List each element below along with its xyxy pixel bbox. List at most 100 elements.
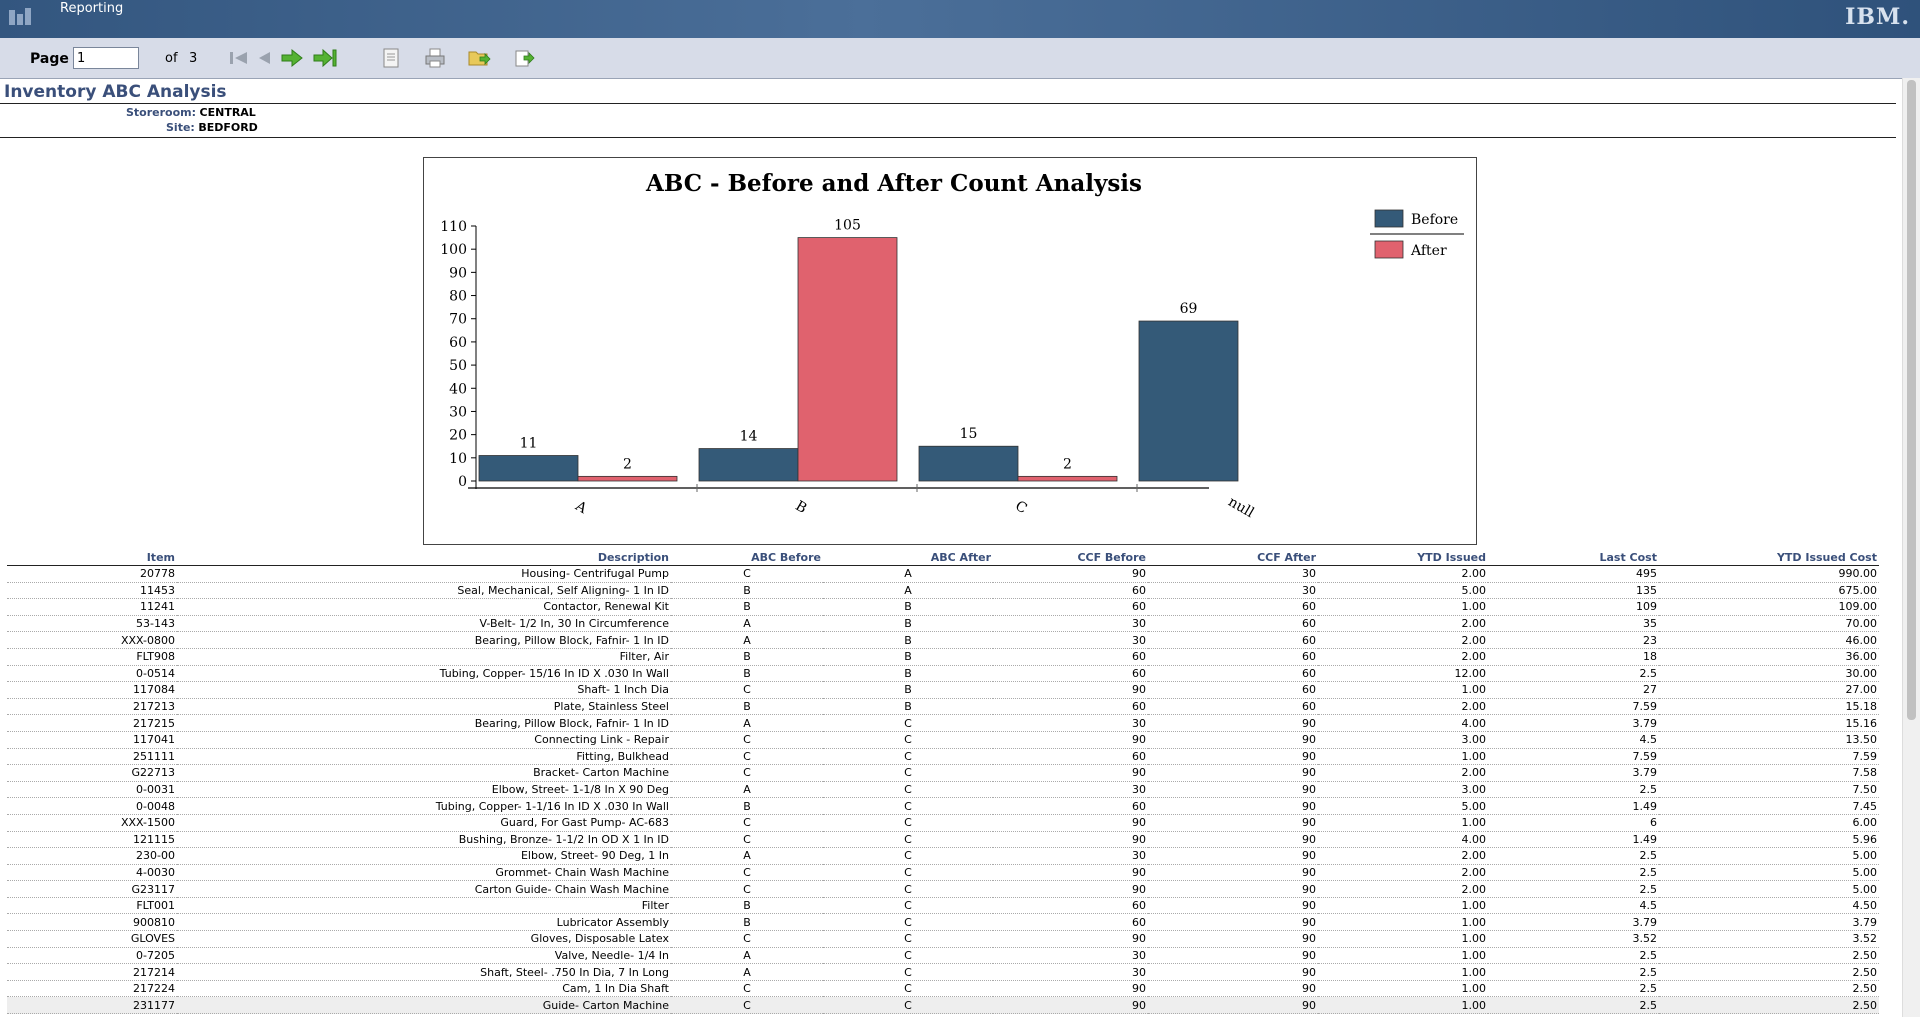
column-header-ccf-before: CCF Before (993, 549, 1148, 566)
description-cell: Elbow, Street- 90 Deg, 1 In (177, 847, 671, 865)
y-tick-label: 50 (449, 358, 467, 374)
table-row: GLOVES Gloves, Disposable Latex C C 90 90 1.00… (7, 930, 1879, 948)
report-toolbar: Page of 3 (0, 38, 1920, 79)
abc-before-cell: A (671, 615, 823, 633)
item-cell: 20778 (7, 565, 177, 583)
item-cell: 0-0048 (7, 797, 177, 815)
last-cost-cell: 2.5 (1488, 781, 1659, 799)
ytd-issued-cost-cell: 15.18 (1659, 698, 1879, 716)
table-row: G23117 Carton Guide- Chain Wash Machine C C… (7, 880, 1879, 898)
table-row: FLT001 Filter B C 60 90 1.00 4.5 4.50 (7, 897, 1879, 915)
abc-before-cell: B (671, 698, 823, 716)
last-cost-cell: 3.79 (1488, 714, 1659, 732)
y-tick-label: 10 (449, 451, 467, 467)
ytd-issued-cell: 2.00 (1318, 648, 1488, 666)
last-cost-cell: 135 (1488, 582, 1659, 600)
export-icon (468, 51, 491, 66)
ccf-after-cell: 30 (1148, 565, 1318, 583)
ccf-after-cell: 60 (1148, 648, 1318, 666)
last-cost-cell: 2.5 (1488, 880, 1659, 898)
ytd-issued-cell: 4.00 (1318, 714, 1488, 732)
inventory-table: Item Description ABC Before ABC After CCF Be… (7, 549, 1879, 1015)
site-row: Site: BEDFORD (166, 121, 258, 134)
last-cost-cell: 18 (1488, 648, 1659, 666)
last-cost-cell: 7.59 (1488, 698, 1659, 716)
bar-before-null (1138, 320, 1239, 482)
abc-before-cell: B (671, 582, 823, 600)
vertical-scrollbar[interactable] (1902, 78, 1920, 1017)
ytd-issued-cell: 3.00 (1318, 731, 1488, 749)
abc-before-cell: C (671, 565, 823, 583)
data-label: 2 (623, 456, 632, 472)
export-button[interactable] (466, 46, 492, 70)
storeroom-label: Storeroom: (126, 106, 197, 119)
last-page-button[interactable] (312, 46, 338, 70)
app-title: Reporting (60, 1, 124, 16)
legend-swatch-after (1374, 240, 1404, 259)
item-cell: 900810 (7, 913, 177, 932)
item-cell: 0-0031 (7, 781, 177, 799)
print-button[interactable] (422, 46, 448, 70)
abc-before-cell: A (671, 847, 823, 865)
description-cell: Fitting, Bulkhead (177, 748, 671, 766)
ccf-before-cell: 90 (993, 764, 1148, 782)
abc-after-cell: C (823, 731, 993, 749)
abc-after-cell: B (823, 598, 993, 616)
ytd-issued-cost-cell: 7.58 (1659, 764, 1879, 782)
chart-canvas: ABC - Before and After Count Analysis 01… (440, 170, 1464, 521)
item-cell: XXX-1500 (7, 814, 177, 832)
data-label: 2 (1063, 456, 1072, 472)
ccf-before-cell: 30 (993, 947, 1148, 965)
ccf-before-cell: 60 (993, 648, 1148, 666)
ccf-before-cell: 60 (993, 698, 1148, 716)
last-cost-cell: 2.5 (1488, 864, 1659, 882)
first-page-button[interactable] (226, 46, 252, 70)
description-cell: Grommet- Chain Wash Machine (177, 864, 671, 882)
item-cell: 53-143 (7, 615, 177, 633)
table-row: 900810 Lubricator Assembly B C 60 90 1.00 3.79 3… (7, 913, 1879, 932)
last-cost-cell: 2.5 (1488, 963, 1659, 981)
ytd-issued-cell: 1.00 (1318, 814, 1488, 832)
abc-after-cell: C (823, 864, 993, 882)
last-cost-cell: 109 (1488, 598, 1659, 616)
x-tick-label: C (1012, 498, 1029, 517)
view-document-button[interactable] (378, 46, 404, 70)
data-label: 14 (740, 429, 758, 445)
ytd-issued-cell: 1.00 (1318, 963, 1488, 981)
ytd-issued-cost-cell: 3.52 (1659, 930, 1879, 948)
ytd-issued-cost-cell: 27.00 (1659, 681, 1879, 699)
print-icon (425, 48, 445, 68)
description-cell: Bracket- Carton Machine (177, 764, 671, 782)
abc-before-cell: B (671, 665, 823, 683)
previous-page-icon (259, 52, 270, 64)
next-page-button[interactable] (279, 46, 305, 70)
item-cell: 217224 (7, 980, 177, 998)
description-cell: Connecting Link - Repair (177, 731, 671, 749)
y-tick-label: 70 (449, 312, 467, 328)
description-cell: Bushing, Bronze- 1-1/2 In OD X 1 In ID (177, 831, 671, 849)
ytd-issued-cost-cell: 30.00 (1659, 665, 1879, 683)
abc-after-cell: C (823, 913, 993, 932)
ytd-issued-cell: 5.00 (1318, 582, 1488, 600)
ccf-before-cell: 30 (993, 781, 1148, 799)
ytd-issued-cell: 1.00 (1318, 748, 1488, 766)
site-label: Site: (166, 121, 195, 134)
chart-bars: 11 2 14 105 15 2 69 (478, 218, 1239, 482)
scrollbar-thumb[interactable] (1907, 80, 1916, 720)
description-cell: V-Belt- 1/2 In, 30 In Circumference (177, 615, 671, 633)
last-cost-cell: 35 (1488, 615, 1659, 633)
previous-page-button[interactable] (252, 46, 278, 70)
last-cost-cell: 7.59 (1488, 748, 1659, 766)
abc-after-cell: C (823, 714, 993, 732)
ytd-issued-cell: 1.00 (1318, 598, 1488, 616)
download-button[interactable] (512, 46, 538, 70)
site-value: BEDFORD (198, 121, 258, 134)
item-cell: 217215 (7, 714, 177, 732)
ccf-after-cell: 60 (1148, 631, 1318, 649)
column-header-ccf-after: CCF After (1148, 549, 1318, 566)
table-row: 0-0514 Tubing, Copper- 15/16 In ID X .030… (7, 665, 1879, 683)
reporting-app-icon (9, 8, 31, 25)
ccf-before-cell: 60 (993, 598, 1148, 616)
abc-after-cell: C (823, 831, 993, 849)
page-number-input[interactable] (73, 47, 139, 69)
